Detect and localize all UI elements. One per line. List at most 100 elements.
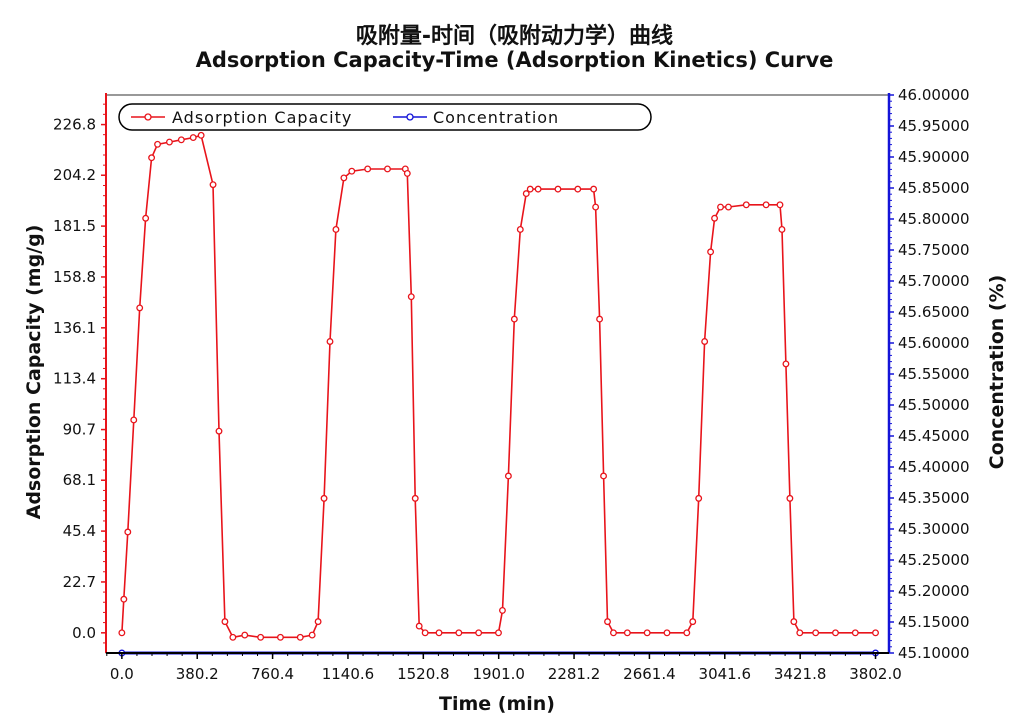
x-tick-label: 3802.0 (849, 665, 902, 683)
data-point-adsorption (475, 629, 483, 637)
y-tick-label: 68.1 (63, 471, 96, 489)
data-point-adsorption (407, 293, 415, 301)
legend-label-adsorption: Adsorption Capacity (172, 108, 352, 127)
y2-tick-label: 45.20000 (898, 582, 970, 600)
axes-layer: 0.0 22.7 45.4 68.1 90.7 113.4 136.1 158.8 181.5 2… (53, 86, 970, 683)
y2-tick-label: 45.35000 (898, 489, 970, 507)
data-point-adsorption (165, 138, 173, 146)
data-point-adsorption (790, 618, 798, 626)
data-point-adsorption (326, 338, 334, 345)
data-point-adsorption (229, 633, 237, 641)
data-point-adsorption (403, 169, 411, 177)
data-point-adsorption (142, 214, 150, 222)
x-tick-label: 760.4 (251, 665, 294, 683)
x-tick-label: 0.0 (110, 665, 134, 683)
data-point-adsorption (340, 174, 348, 182)
y2-tick-label: 45.30000 (898, 520, 970, 538)
data-point-adsorption (495, 629, 502, 637)
data-point-adsorption (778, 226, 786, 233)
data-point-adsorption (832, 629, 839, 637)
data-point-adsorption (510, 315, 518, 323)
data-point-adsorption (851, 629, 859, 637)
data-point-adsorption (364, 165, 372, 173)
data-point-adsorption (695, 494, 703, 502)
x-tick-label: 3041.6 (699, 665, 752, 683)
y2-tick-label: 45.40000 (898, 458, 970, 476)
data-point-adsorption (600, 472, 608, 480)
y2-tick-label: 45.15000 (898, 613, 970, 631)
data-point-adsorption (384, 165, 391, 173)
data-point-adsorption (596, 315, 604, 323)
data-point-adsorption (782, 360, 790, 368)
data-point-adsorption (411, 494, 419, 502)
data-point-adsorption (711, 214, 719, 222)
data-point-adsorption (504, 472, 512, 480)
data-point-adsorption (663, 629, 671, 637)
data-point-adsorption (701, 338, 709, 345)
data-point-adsorption (421, 629, 429, 637)
y2-tick-label: 45.70000 (898, 272, 970, 290)
y-tick-label: 90.7 (63, 421, 96, 439)
y2-tick-label: 45.85000 (898, 179, 970, 197)
y-axis-label: Adsorption Capacity (mg/g) (23, 225, 45, 520)
data-point-adsorption (257, 633, 265, 641)
data-point-adsorption (522, 190, 530, 198)
data-point-adsorption (314, 618, 322, 626)
legend-swatch-marker-concentration (406, 113, 414, 121)
legend-box (118, 103, 652, 131)
data-point-adsorption (320, 494, 328, 502)
data-point-adsorption (796, 629, 804, 637)
y2-tick-label: 46.00000 (898, 86, 970, 104)
chart-title: 吸附量-时间（吸附动力学）曲线 (355, 24, 674, 49)
data-point-adsorption (241, 631, 249, 639)
data-point-adsorption (154, 140, 161, 148)
data-point-adsorption (554, 185, 562, 193)
y-tick-label: 45.4 (63, 522, 96, 540)
y2-tick-label: 45.45000 (898, 427, 970, 445)
data-point-adsorption (177, 136, 185, 144)
data-point-adsorption (526, 185, 534, 193)
data-point-adsorption (762, 201, 770, 209)
data-point-adsorption (643, 629, 651, 637)
data-point-adsorption (215, 427, 223, 435)
data-point-adsorption (623, 629, 631, 637)
x-tick-label: 2661.4 (623, 665, 676, 683)
x-tick-label: 1140.6 (322, 665, 375, 683)
data-point-adsorption (209, 181, 217, 189)
data-point-adsorption (296, 633, 304, 641)
data-point-adsorption (221, 618, 229, 626)
data-point-adsorption (786, 494, 794, 502)
data-point-adsorption (120, 595, 128, 603)
data-point-adsorption (189, 134, 197, 142)
y2-tick-label: 45.55000 (898, 365, 970, 383)
data-point-adsorption (717, 203, 724, 211)
x-tick-label: 2281.2 (548, 665, 601, 683)
data-point-adsorption (435, 629, 443, 637)
y2-tick-label: 45.25000 (898, 551, 970, 569)
data-point-adsorption (689, 618, 697, 626)
data-point-adsorption (348, 167, 356, 175)
legend: Adsorption Capacity Concentration (118, 103, 652, 131)
data-point-adsorption (118, 629, 126, 637)
legend-swatch-marker-adsorption (144, 113, 152, 121)
data-point-adsorption (812, 629, 820, 637)
y2-tick-label: 45.75000 (898, 241, 970, 259)
data-point-adsorption (130, 416, 138, 424)
plot-area (105, 94, 890, 654)
data-point-adsorption (872, 629, 879, 637)
x-tick-label: 380.2 (176, 665, 219, 683)
y-tick-label: 158.8 (53, 268, 96, 286)
data-point-adsorption (604, 618, 611, 626)
data-point-adsorption (610, 629, 617, 637)
data-point-adsorption (707, 248, 715, 256)
y2-tick-label: 45.50000 (898, 396, 970, 414)
x-tick-label: 1520.8 (397, 665, 450, 683)
y2-tick-label: 45.65000 (898, 303, 970, 321)
data-point-adsorption (742, 201, 750, 209)
data-point-adsorption (415, 622, 423, 630)
data-point-adsorption (683, 629, 691, 637)
y-tick-label: 136.1 (53, 319, 96, 337)
y2-tick-label: 45.80000 (898, 210, 970, 228)
data-point-adsorption (148, 154, 156, 162)
